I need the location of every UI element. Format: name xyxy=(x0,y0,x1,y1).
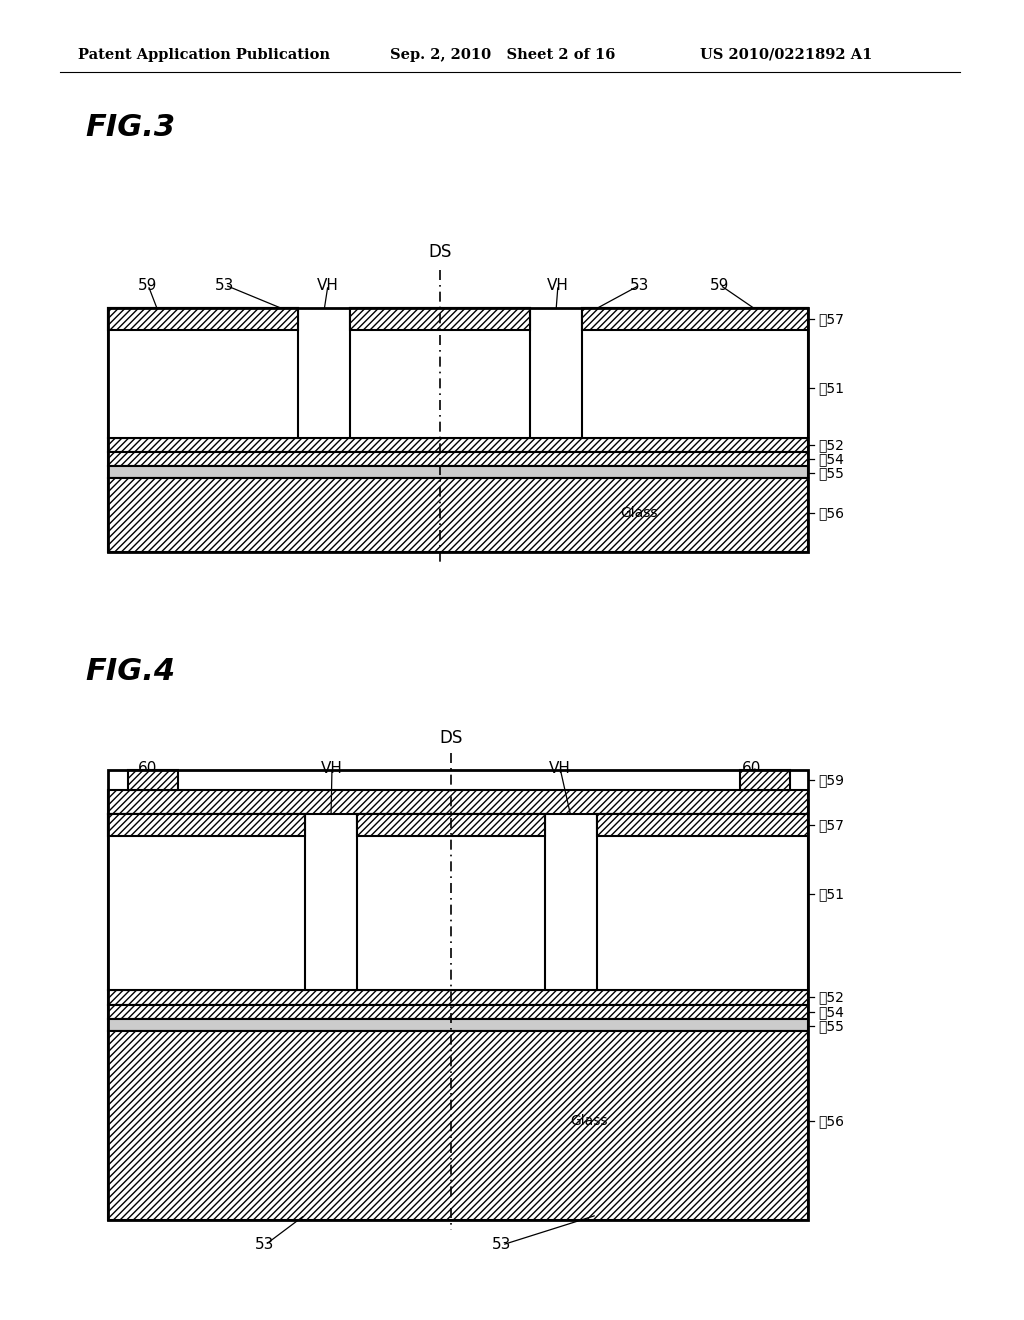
Text: ⁲56: ⁲56 xyxy=(818,1114,844,1129)
Bar xyxy=(108,308,808,552)
Text: ⁲54: ⁲54 xyxy=(818,451,844,466)
Text: Glass: Glass xyxy=(570,1114,607,1129)
Bar xyxy=(357,814,545,990)
Text: Patent Application Publication: Patent Application Publication xyxy=(78,48,330,62)
Bar xyxy=(108,466,808,478)
Text: 53: 53 xyxy=(255,1237,274,1251)
Text: FIG.4: FIG.4 xyxy=(85,657,175,686)
Bar xyxy=(108,308,298,438)
Bar xyxy=(108,814,305,990)
Text: 60: 60 xyxy=(742,762,762,776)
Bar xyxy=(108,1019,808,1031)
Bar xyxy=(108,1031,808,1220)
Text: DS: DS xyxy=(428,243,452,261)
Bar xyxy=(582,308,808,438)
Text: ⁲52: ⁲52 xyxy=(818,438,844,451)
Bar xyxy=(740,770,790,789)
Bar xyxy=(108,1005,808,1019)
Bar xyxy=(108,990,808,1005)
Text: ⁲52: ⁲52 xyxy=(818,990,844,1005)
Bar xyxy=(128,770,178,789)
Text: Glass: Glass xyxy=(620,506,657,520)
Bar xyxy=(108,308,298,330)
Text: 53: 53 xyxy=(631,279,649,293)
Bar xyxy=(597,814,808,990)
Bar xyxy=(357,814,545,836)
Text: Sep. 2, 2010   Sheet 2 of 16: Sep. 2, 2010 Sheet 2 of 16 xyxy=(390,48,615,62)
Text: ⁲57: ⁲57 xyxy=(818,312,844,326)
Text: 59: 59 xyxy=(138,279,158,293)
Bar xyxy=(108,308,808,438)
Text: 60: 60 xyxy=(138,762,158,776)
Text: 53: 53 xyxy=(215,279,234,293)
Text: ⁲56: ⁲56 xyxy=(818,506,844,520)
Bar xyxy=(108,438,808,451)
Text: 59: 59 xyxy=(711,279,730,293)
Bar xyxy=(108,451,808,466)
Text: VH: VH xyxy=(547,279,569,293)
Text: FIG.3: FIG.3 xyxy=(85,114,175,143)
Bar xyxy=(582,308,808,330)
Bar xyxy=(108,814,808,990)
Bar xyxy=(108,478,808,552)
Bar xyxy=(350,308,530,438)
Text: ⁲51: ⁲51 xyxy=(818,887,844,902)
Text: ⁲59: ⁲59 xyxy=(818,774,844,787)
Text: ⁲55: ⁲55 xyxy=(818,466,844,480)
Text: 53: 53 xyxy=(493,1237,512,1251)
Text: US 2010/0221892 A1: US 2010/0221892 A1 xyxy=(700,48,872,62)
Bar xyxy=(350,308,530,330)
Bar xyxy=(108,814,305,836)
Bar xyxy=(108,770,808,1220)
Text: VH: VH xyxy=(322,762,343,776)
Text: ⁲51: ⁲51 xyxy=(818,381,844,395)
Bar xyxy=(597,814,808,836)
Text: ⁲54: ⁲54 xyxy=(818,1005,844,1019)
Text: VH: VH xyxy=(317,279,339,293)
Text: ⁲57: ⁲57 xyxy=(818,818,844,832)
Text: DS: DS xyxy=(439,729,463,747)
Text: VH: VH xyxy=(549,762,571,776)
Bar xyxy=(108,789,808,814)
Text: ⁲55: ⁲55 xyxy=(818,1019,844,1034)
